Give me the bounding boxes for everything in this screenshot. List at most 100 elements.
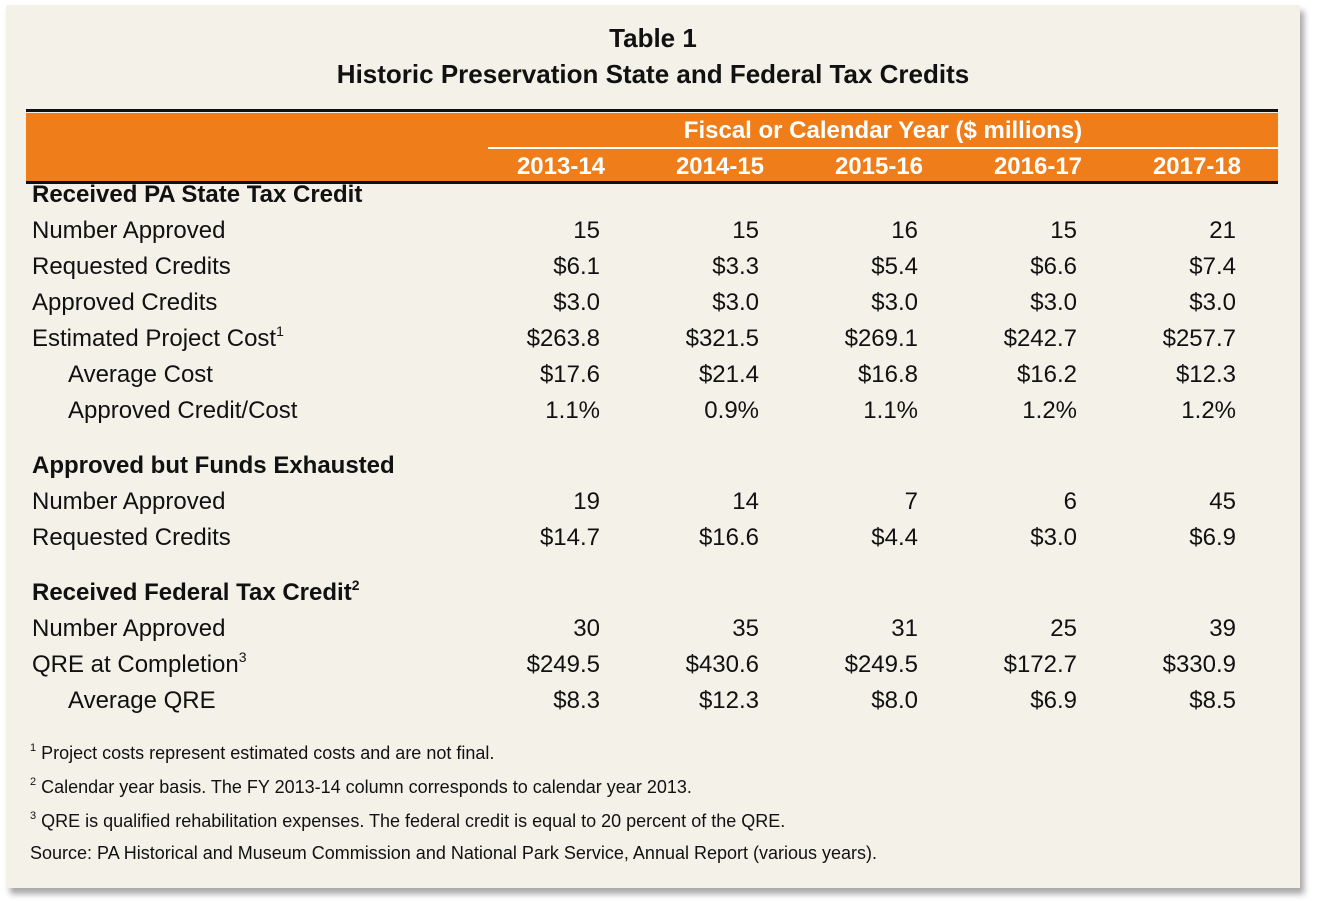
table-cell: $12.3 (1175, 361, 1236, 388)
row-label: Average Cost (68, 361, 213, 388)
table-cell: 1.2% (1181, 397, 1236, 424)
table-row: Approved Credits $3.0 $3.0 $3.0 $3.0 $3.0 (6, 289, 1300, 323)
footnote-marker: 1 (276, 323, 284, 339)
year-header-2016-17: 2016-17 (993, 153, 1083, 180)
section-heading: Approved but Funds Exhausted (32, 452, 395, 479)
table-cell: $242.7 (1003, 325, 1077, 352)
row-label: Approved Credit/Cost (68, 397, 298, 424)
row-label: Approved Credits (32, 289, 218, 316)
table-cell: $257.7 (1162, 325, 1236, 352)
footnote: 3 QRE is qualified rehabilitation expens… (30, 810, 786, 832)
table-cell: 16 (891, 217, 918, 244)
top-rule (26, 109, 1278, 112)
footnote-marker: 1 (30, 742, 37, 754)
table-row: Average QRE $8.3 $12.3 $8.0 $6.9 $8.5 (6, 687, 1300, 721)
table-row: QRE at Completion3 $249.5 $430.6 $249.5 $172… (6, 649, 1300, 685)
table-cell: 25 (1050, 615, 1077, 642)
table-cell: $3.0 (1189, 289, 1236, 316)
table-cell: $17.6 (539, 361, 600, 388)
row-label: Estimated Project Cost1 (32, 323, 284, 352)
table-cell: $6.6 (1030, 253, 1077, 280)
table-cell: 15 (1050, 217, 1077, 244)
table-cell: 19 (573, 488, 600, 515)
footnote-marker: 3 (238, 649, 247, 665)
table-row: Estimated Project Cost1 $263.8 $321.5 $269.… (6, 323, 1300, 359)
row-label: QRE at Completion3 (32, 649, 247, 678)
table-cell: 31 (891, 615, 918, 642)
table-cell: 30 (573, 615, 600, 642)
section-heading: Received Federal Tax Credit2 (32, 577, 360, 606)
year-header-2015-16: 2015-16 (834, 153, 924, 180)
table-cell: $16.8 (857, 361, 918, 388)
table-cell: $6.9 (1189, 524, 1236, 551)
table-row: Approved Credit/Cost 1.1% 0.9% 1.1% 1.2% 1.2% (6, 397, 1300, 431)
footnote-marker: 2 (30, 776, 37, 788)
table-row: Number Approved 30 35 31 25 39 (6, 615, 1300, 649)
year-header-2017-18: 2017-18 (1152, 153, 1242, 180)
column-group-underline (488, 147, 1278, 149)
table-cell: $3.0 (1030, 524, 1077, 551)
section-heading: Received PA State Tax Credit (32, 181, 363, 208)
table-cell: $172.7 (1003, 651, 1077, 678)
row-label: Number Approved (32, 615, 226, 642)
table-cell: $430.6 (685, 651, 759, 678)
header-bottom-rule (26, 181, 1278, 184)
row-label: Requested Credits (32, 524, 231, 551)
table-cell: 35 (732, 615, 759, 642)
footnote: Source: PA Historical and Museum Commiss… (30, 843, 878, 863)
table-cell: $3.0 (871, 289, 918, 316)
table-cell: 1.1% (863, 397, 918, 424)
year-header-2013-14: 2013-14 (516, 153, 606, 180)
footnote: 2 Calendar year basis. The FY 2013-14 co… (30, 776, 692, 798)
footnote-marker: 3 (30, 810, 37, 822)
table-cell: 14 (732, 488, 759, 515)
table-cell: $4.4 (871, 524, 918, 551)
table-row: Requested Credits $6.1 $3.3 $5.4 $6.6 $7.4 (6, 253, 1300, 287)
table-cell: $3.3 (712, 253, 759, 280)
table-cell: $263.8 (526, 325, 600, 352)
table-cell: $3.0 (553, 289, 600, 316)
table-cell: 39 (1209, 615, 1236, 642)
table-cell: 21 (1209, 217, 1236, 244)
table-cell: $330.9 (1162, 651, 1236, 678)
table-cell: 0.9% (704, 397, 759, 424)
column-group-header: Fiscal or Calendar Year ($ millions) (683, 117, 1083, 144)
section-heading-row: Received PA State Tax Credit (6, 181, 1300, 215)
year-header-2014-15: 2014-15 (675, 153, 765, 180)
table-row: Average Cost $17.6 $21.4 $16.8 $16.2 $12.3 (6, 361, 1300, 395)
table-subtitle: Historic Preservation State and Federal … (336, 59, 970, 89)
table-cell: 1.1% (545, 397, 600, 424)
table-cell: $249.5 (526, 651, 600, 678)
row-label: Number Approved (32, 217, 226, 244)
table-cell: 1.2% (1022, 397, 1077, 424)
table-card: Table 1 Historic Preservation State and … (6, 5, 1300, 888)
table-cell: $321.5 (685, 325, 759, 352)
row-label: Requested Credits (32, 253, 231, 280)
section-heading-row: Received Federal Tax Credit2 (6, 577, 1300, 613)
table-cell: $5.4 (871, 253, 918, 280)
table-cell: $3.0 (1030, 289, 1077, 316)
table-cell: $14.7 (539, 524, 600, 551)
table-cell: $7.4 (1189, 253, 1236, 280)
table-row: Number Approved 19 14 7 6 45 (6, 488, 1300, 522)
row-label: Number Approved (32, 488, 226, 515)
table-cell: $12.3 (698, 687, 759, 714)
table-cell: $21.4 (698, 361, 759, 388)
table-cell: $8.0 (871, 687, 918, 714)
table-cell: $249.5 (844, 651, 918, 678)
footnote: 1 Project costs represent estimated cost… (30, 742, 495, 764)
table-cell: $6.1 (553, 253, 600, 280)
table-cell: $3.0 (712, 289, 759, 316)
footnote-marker: 2 (351, 577, 360, 593)
row-label: Average QRE (68, 687, 216, 714)
table-cell: 7 (904, 488, 918, 515)
table-title: Table 1 (609, 23, 697, 53)
table-cell: 45 (1209, 488, 1236, 515)
table-cell: $8.5 (1189, 687, 1236, 714)
table-cell: $16.2 (1016, 361, 1077, 388)
table-cell: $16.6 (698, 524, 759, 551)
table-cell: $8.3 (553, 687, 600, 714)
table-cell: 15 (732, 217, 759, 244)
table-row: Number Approved 15 15 16 15 21 (6, 217, 1300, 251)
table-cell: 15 (573, 217, 600, 244)
